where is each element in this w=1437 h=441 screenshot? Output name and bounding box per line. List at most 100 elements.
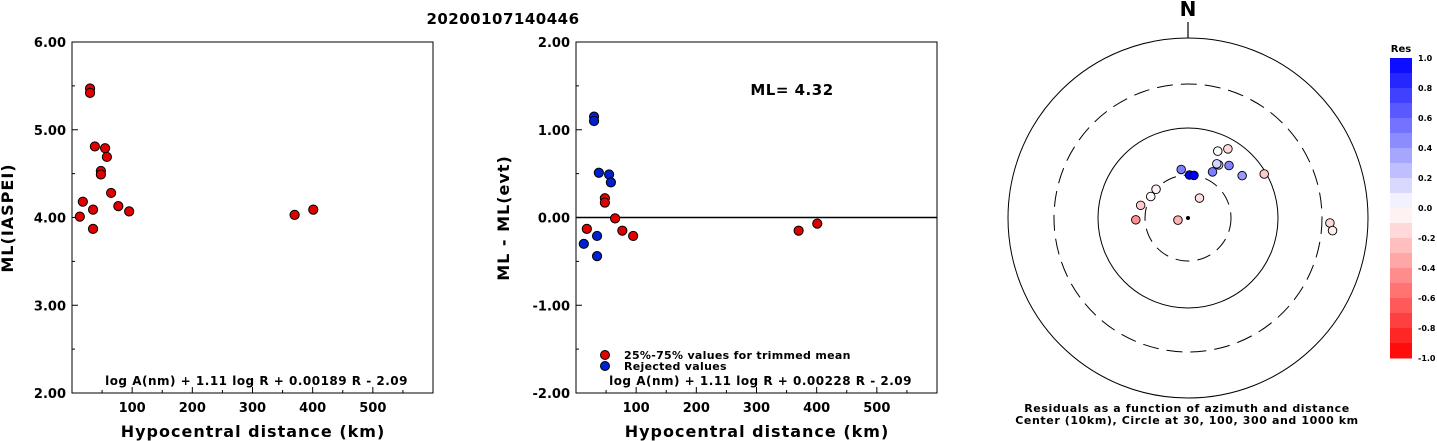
plot1-point-red [74,211,85,222]
ring-1000km [1007,37,1369,399]
plot2-point-blue [578,238,589,249]
polar-station-point [1223,144,1233,154]
plot2-point-red [617,225,628,236]
plot2-point-blue [605,177,616,188]
colorbar-segment [1390,268,1412,284]
plot1-xtick-label: 500 [359,401,386,416]
colorbar-segment [1390,178,1412,194]
plot1-ytick-label: 4.00 [34,212,66,227]
plot2-xtick-label: 300 [743,401,770,416]
colorbar-segment [1390,193,1412,209]
polar-station-point [1237,170,1247,181]
polar-station-point [1135,200,1146,211]
colorbar-segment [1390,283,1412,299]
plot2-point-blue [588,115,600,127]
polar-caption-line2: Center (10km), Circle at 30, 100, 300 an… [1015,414,1359,427]
polar-station-point [1259,169,1269,179]
plot2-xtick-label: 200 [683,401,710,416]
plot2-point-blue [593,167,604,178]
plot1-point-red [89,141,100,152]
polar-station-point [1173,215,1183,225]
plot1-point-red [308,204,319,215]
colorbar-tick-label: -1.0 [1418,354,1436,363]
plot2-xtick-label: 100 [623,401,650,416]
plot1-xtick-label: 400 [299,401,326,416]
polar-station-point [1224,160,1234,171]
colorbar-tick-label: -0.2 [1418,234,1436,243]
colorbar-title: Res [1391,44,1411,55]
plot1-point-red [106,187,117,199]
colorbar-segment [1390,88,1412,104]
colorbar-segment [1390,238,1412,254]
colorbar-tick-label: 1.0 [1418,54,1433,63]
legend-red-marker [600,350,610,360]
colorbar-tick-label: -0.4 [1418,264,1436,273]
legend-blue-label: Rejected values [624,360,727,373]
plot1-point-red [99,143,111,154]
ml-iaspei-panel: 100 200 300 400 500 2.00 3.00 4.00 5.00 6.00 Hyp… [0,36,434,441]
plot2-ytick-label: 0.00 [538,212,570,227]
ring-100km [1097,127,1279,309]
plot1-point-red [77,196,88,207]
ml-value-label: ML= 4.32 [750,81,833,99]
plot1-frame [71,41,434,394]
polar-station-point [1146,191,1156,202]
north-label: N [1180,0,1197,21]
plot1-xtick-label: 300 [239,401,266,416]
plot1-ytick-label: 2.00 [34,387,66,402]
legend-blue-marker [600,361,610,371]
colorbar-segment [1390,223,1412,239]
plot2-point-red [628,230,639,242]
plot2-point-blue [591,230,603,242]
colorbar-segment [1390,118,1412,134]
colorbar-segment [1390,103,1412,119]
plot2-xlabel: Hypocentral distance (km) [625,422,890,441]
figure-title: 20200107140446 [426,10,579,28]
plot1-point-red [113,200,124,212]
plot1-ytick-label: 5.00 [34,124,66,139]
epicenter-dot [1186,216,1190,220]
colorbar-segment [1390,298,1412,314]
plot2-ytick-label: -2.00 [533,387,570,402]
plot2-ytick-label: -1.00 [533,299,570,314]
plot2-xtick-label: 500 [863,401,890,416]
plot2-point-blue [591,251,603,262]
colorbar-tick-label: -0.8 [1418,324,1436,333]
colorbar-segment [1390,313,1412,329]
plot1-formula: log A(nm) + 1.11 log R + 0.00189 R - 2.0… [105,374,408,388]
plot1-xtick-label: 200 [179,401,206,416]
polar-station-point [1151,184,1161,194]
polar-station-point [1212,159,1222,169]
colorbar-segment [1390,343,1412,359]
plot1-point-red [289,209,300,220]
colorbar-tick-label: 0.4 [1418,144,1433,153]
colorbar-segment [1390,58,1412,74]
plot2-ytick-label: 2.00 [538,36,570,51]
plot2-xtick-label: 400 [803,401,830,416]
colorbar-segment [1390,253,1412,269]
polar-station-point [1176,164,1186,175]
plot1-ylabel: ML(IASPEI) [0,163,17,272]
colorbar-tick-label: 0.2 [1418,174,1432,183]
plot1-point-red [101,151,112,163]
colorbar-segment [1390,133,1412,149]
polar-caption-line1: Residuals as a function of azimuth and d… [1024,402,1350,415]
plot2-ylabel: ML - ML(evt) [494,155,513,281]
legend-red-label: 25%-75% values for trimmed mean [624,349,851,362]
plot2-point-red [793,225,804,236]
colorbar [1390,58,1412,359]
plot1-point-red [87,223,99,235]
colorbar-segment [1390,328,1412,344]
plot2-point-red [812,218,823,229]
plot1-xlabel: Hypocentral distance (km) [121,422,386,441]
polar-station-point [1131,215,1141,225]
plot1-point-red [87,204,99,215]
plot1-xtick-label: 100 [119,401,146,416]
colorbar-segment [1390,73,1412,89]
plot2-formula: log A(nm) + 1.11 log R + 0.00228 R - 2.0… [609,374,912,388]
colorbar-segment [1390,163,1412,179]
polar-station-point [1213,146,1223,156]
ml-residual-panel: 100 200 300 400 500 -2.00 -1.00 0.00 1.00 2.00 M… [494,36,938,441]
plot2-point-red [581,223,592,235]
colorbar-tick-label: 0.0 [1418,204,1433,213]
